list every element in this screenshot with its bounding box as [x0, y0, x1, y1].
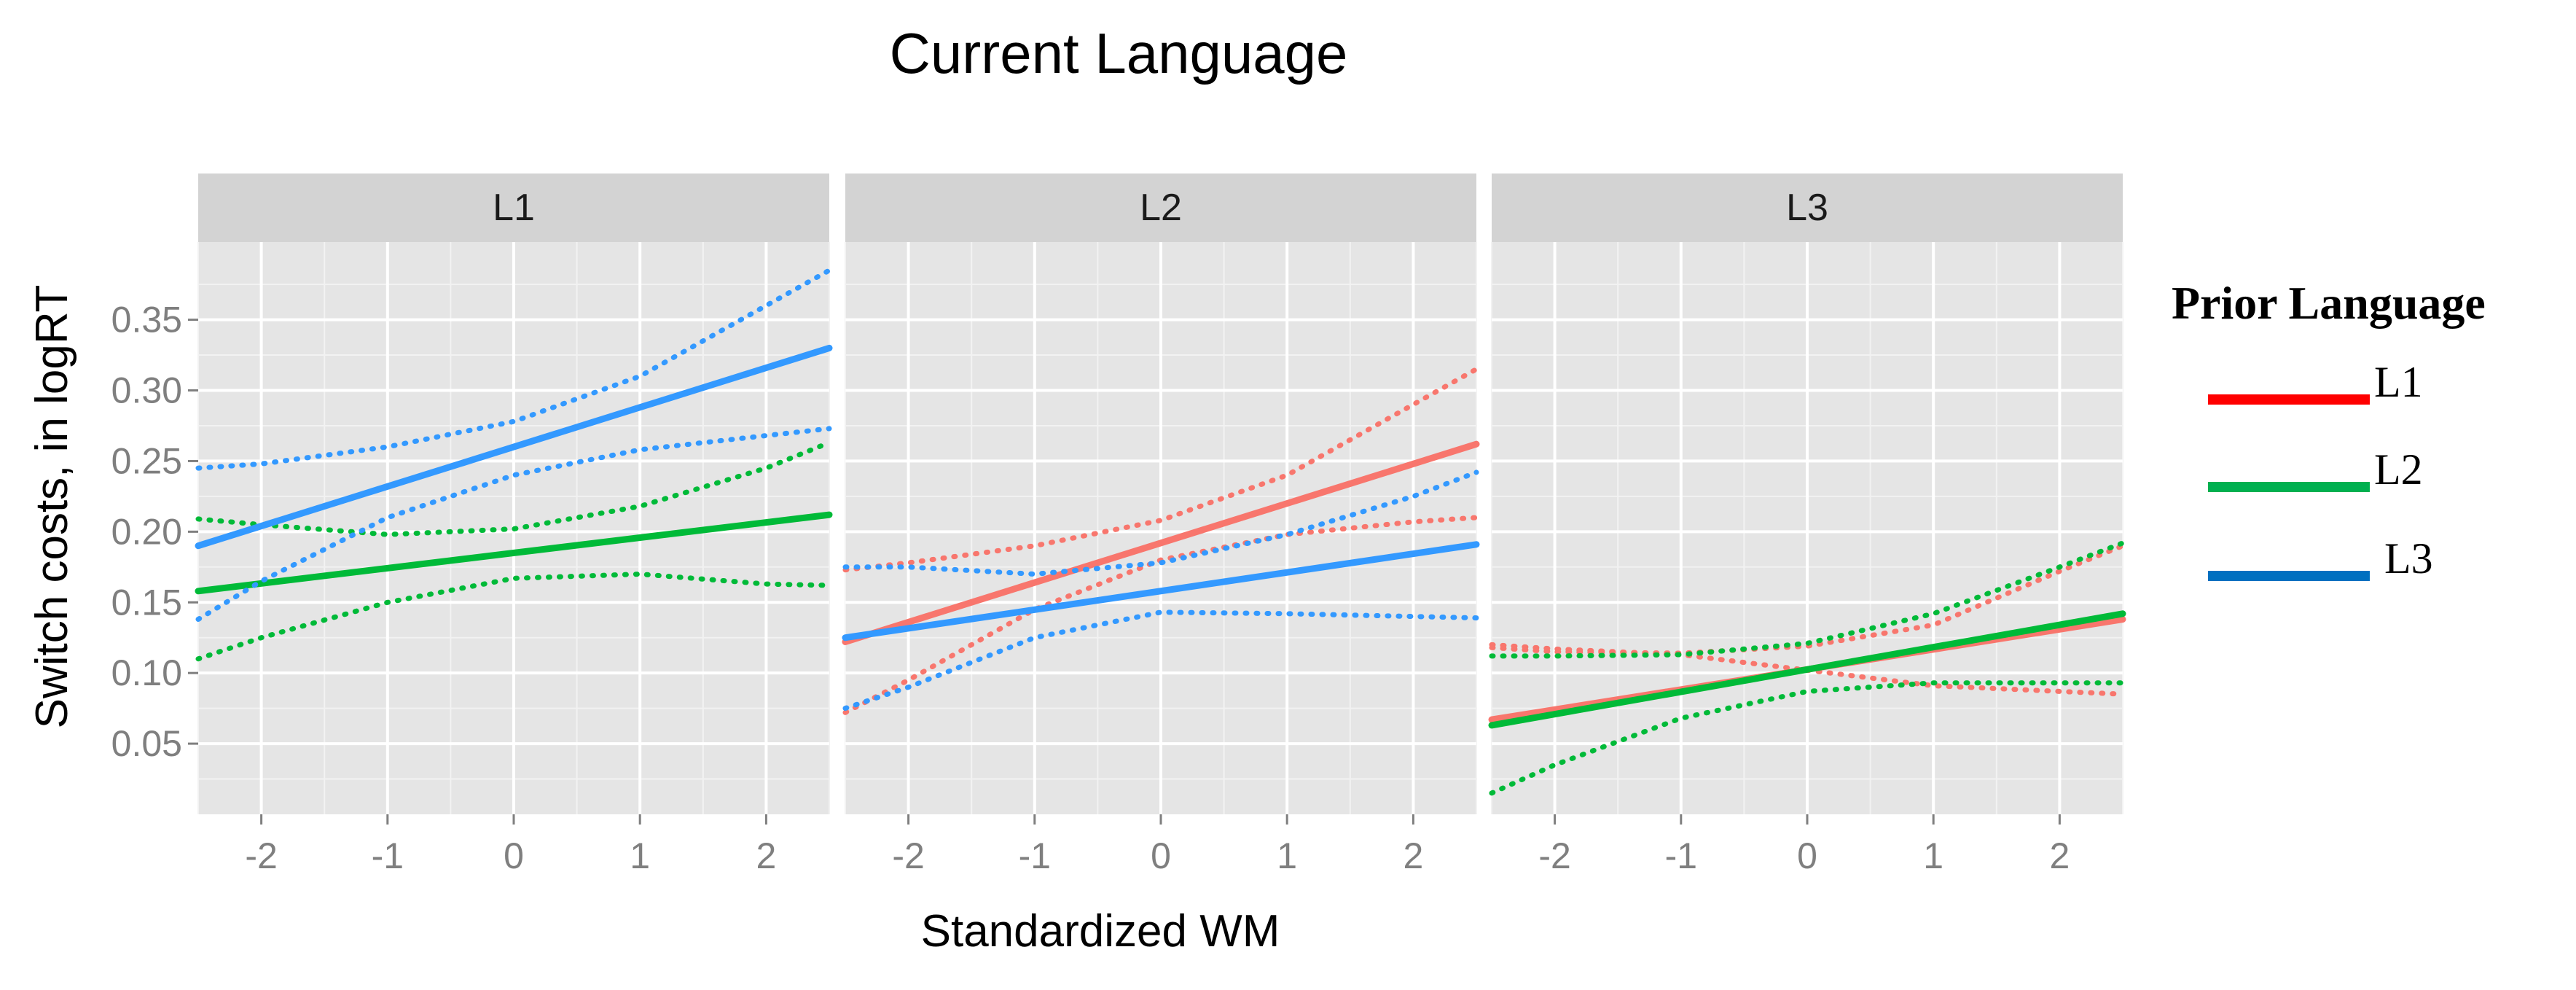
x-tick-label: 2	[756, 835, 776, 876]
x-tick-label: -1	[372, 835, 404, 876]
ci-upper-line	[842, 366, 1479, 573]
x-tick-label: 0	[1151, 835, 1171, 876]
x-tick-label: 1	[1277, 835, 1297, 876]
legend: Prior Language L1 L2 L3	[2172, 277, 2486, 582]
y-tick-label: 0.35	[111, 300, 182, 340]
facet-strip-label: L1	[493, 187, 535, 229]
gridlines	[845, 242, 1477, 814]
x-axis-title: Standardized WM	[921, 906, 1280, 956]
series-L2	[1488, 540, 2126, 796]
legend-label: L2	[2374, 445, 2423, 494]
ci-lower-line	[195, 426, 832, 622]
facet-strip	[845, 174, 1476, 242]
series-L3	[842, 469, 1480, 712]
fit-line	[195, 344, 833, 550]
legend-item-L2: L2	[2208, 445, 2423, 494]
y-axis-title: Switch costs, in logRT	[27, 285, 77, 729]
legend-item-L1: L1	[2208, 358, 2423, 406]
ci-lower-line	[195, 571, 832, 662]
panel-L3: L3 -2 -1 0 1 2	[1488, 174, 2126, 876]
x-tick-label: -2	[1538, 835, 1570, 876]
facet-panels: L1 -2 -1 0 1 2 0.05 0.10 0.15 0.20 0.25 0.30 0.35 L2 -…	[111, 174, 2126, 876]
x-tick-label: 1	[1923, 835, 1943, 876]
facet-strip	[198, 174, 829, 242]
fit-line	[195, 511, 833, 595]
series-L1	[842, 366, 1480, 715]
x-tick-label: -2	[892, 835, 924, 876]
fit-line	[1488, 610, 2126, 729]
ci-lower-line	[1489, 680, 2126, 796]
legend-item-L3: L3	[2208, 534, 2433, 582]
x-tick-label: 2	[1403, 835, 1423, 876]
ci-lower-line	[842, 609, 1479, 712]
y-tick-label: 0.20	[111, 511, 182, 552]
x-tick-label: -1	[1019, 835, 1051, 876]
ci-lower-line	[842, 515, 1479, 715]
y-tick-label: 0.15	[111, 582, 182, 623]
x-tick-label: 0	[504, 835, 524, 876]
x-tick-label: -1	[1665, 835, 1697, 876]
x-tick-label: -2	[245, 835, 277, 876]
x-tick-label: 2	[2049, 835, 2070, 876]
gridlines	[197, 242, 830, 814]
ci-upper-line	[195, 268, 832, 471]
ci-upper-line	[842, 469, 1479, 577]
facet-strip	[1492, 174, 2123, 242]
y-tick-label: 0.05	[111, 723, 182, 764]
legend-title: Prior Language	[2172, 277, 2486, 329]
legend-label: L3	[2384, 534, 2433, 582]
fit-line	[842, 440, 1480, 645]
y-tick-label: 0.25	[111, 440, 182, 481]
x-tick-label: 1	[630, 835, 650, 876]
x-tick-label: 0	[1797, 835, 1817, 876]
legend-label: L1	[2374, 358, 2423, 406]
ci-upper-line	[1489, 543, 2126, 656]
panel-L2: L2 -2 -1 0 1 2	[842, 174, 1480, 876]
series-L3	[195, 268, 833, 622]
y-tick-label: 0.10	[111, 652, 182, 693]
chart-title: Current Language	[890, 21, 1348, 85]
y-tick-label: 0.30	[111, 370, 182, 411]
fit-line	[842, 541, 1480, 642]
ci-upper-line	[1489, 540, 2126, 659]
facet-strip-label: L3	[1786, 187, 1828, 229]
facet-strip-label: L2	[1140, 187, 1182, 229]
gridlines	[1491, 242, 2123, 814]
legend-items: L1 L2 L3	[2208, 358, 2433, 582]
panel-L1: L1 -2 -1 0 1 2 0.05 0.10 0.15 0.20 0.25 0.30 0.35	[111, 174, 833, 876]
